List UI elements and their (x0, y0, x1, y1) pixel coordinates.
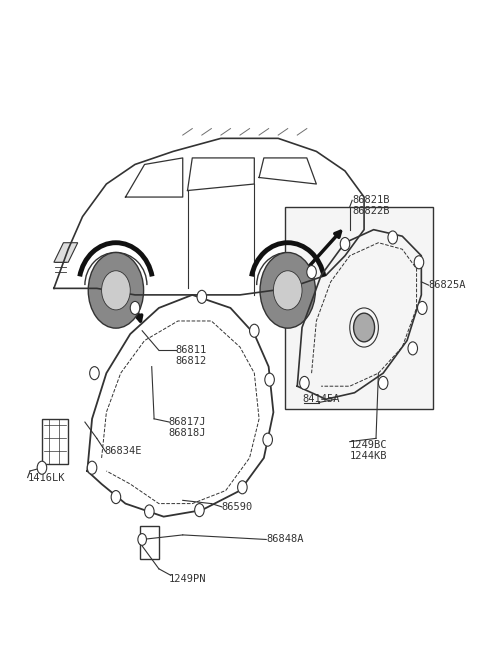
Text: 86818J: 86818J (168, 428, 206, 438)
Circle shape (138, 534, 146, 546)
Circle shape (250, 324, 259, 337)
Text: 1244KB: 1244KB (350, 451, 387, 461)
Circle shape (414, 255, 424, 269)
Circle shape (408, 342, 418, 355)
Circle shape (265, 373, 275, 386)
Circle shape (88, 252, 144, 328)
Circle shape (307, 265, 316, 278)
Circle shape (195, 504, 204, 517)
Circle shape (87, 461, 97, 474)
Circle shape (340, 238, 350, 251)
Circle shape (111, 491, 120, 504)
Text: 86848A: 86848A (266, 534, 304, 544)
Circle shape (388, 231, 397, 244)
Text: 1249BC: 1249BC (350, 440, 387, 450)
Circle shape (354, 313, 374, 342)
Circle shape (37, 461, 47, 474)
Circle shape (274, 271, 302, 310)
Text: 86817J: 86817J (168, 417, 206, 427)
Text: 86834E: 86834E (104, 447, 142, 457)
Text: 1249PN: 1249PN (168, 574, 206, 584)
Text: 86811: 86811 (176, 345, 207, 355)
Circle shape (130, 301, 140, 314)
Circle shape (300, 377, 309, 390)
Circle shape (102, 271, 130, 310)
Circle shape (378, 377, 388, 390)
Circle shape (260, 252, 315, 328)
Circle shape (197, 290, 206, 303)
Text: 86812: 86812 (176, 356, 207, 366)
Circle shape (263, 433, 273, 446)
FancyBboxPatch shape (285, 207, 433, 409)
Polygon shape (54, 243, 78, 262)
Circle shape (238, 481, 247, 494)
Text: 86822B: 86822B (352, 206, 390, 216)
Text: 86825A: 86825A (429, 280, 466, 290)
Text: 1416LK: 1416LK (28, 472, 65, 483)
Circle shape (418, 301, 427, 314)
Text: 86590: 86590 (221, 502, 252, 512)
Circle shape (144, 505, 154, 518)
Text: 84145A: 84145A (302, 394, 339, 404)
Circle shape (90, 367, 99, 380)
Text: 86821B: 86821B (352, 195, 390, 205)
